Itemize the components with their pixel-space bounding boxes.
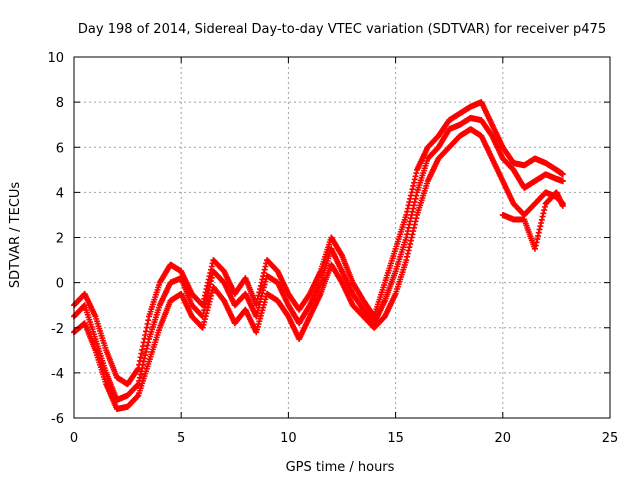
data-point	[559, 171, 566, 178]
y-tick-label: 8	[56, 96, 64, 111]
y-axis-label: SDTVAR / TECUs	[8, 182, 23, 289]
y-tick-label: -4	[51, 367, 64, 382]
data-point	[559, 202, 566, 209]
y-tick-label: -2	[51, 322, 64, 337]
data-series	[71, 99, 566, 412]
y-tick-label: 0	[56, 277, 64, 292]
data-point	[559, 178, 566, 185]
y-tick-label: 2	[56, 232, 64, 247]
x-tick-label: 25	[602, 431, 619, 446]
ticks: 0 5 10 15 20 25 -6 -4 -2 0 2 4 6 8 10	[47, 51, 618, 446]
series-track-3	[71, 126, 566, 412]
x-tick-label: 20	[495, 431, 512, 446]
y-tick-label: 4	[56, 186, 64, 201]
series-track-4	[499, 189, 566, 252]
grid	[74, 57, 610, 418]
x-tick-label: 5	[177, 431, 185, 446]
chart-title: Day 198 of 2014, Sidereal Day-to-day VTE…	[78, 22, 606, 37]
y-tick-label: 10	[47, 51, 64, 66]
y-tick-label: 6	[56, 141, 64, 156]
series-track-2	[71, 114, 566, 403]
x-tick-label: 0	[70, 431, 78, 446]
x-tick-label: 10	[280, 431, 297, 446]
x-tick-label: 15	[387, 431, 404, 446]
series-track-1	[71, 99, 566, 388]
x-axis-label: GPS time / hours	[286, 460, 395, 475]
y-tick-label: -6	[51, 412, 64, 427]
